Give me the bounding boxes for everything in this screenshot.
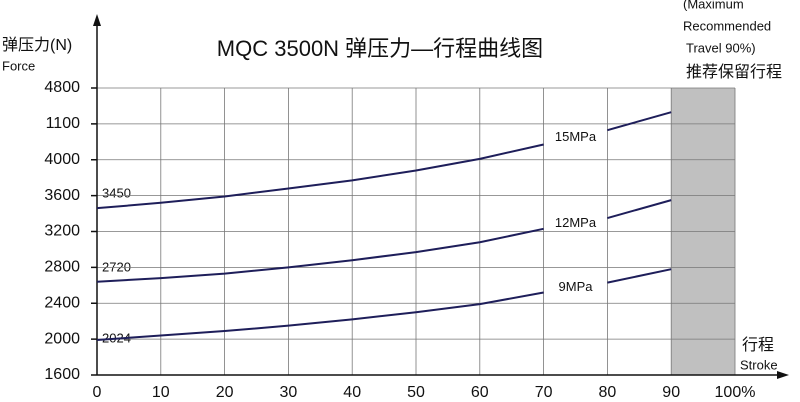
x-tick-label: 30 xyxy=(280,384,298,401)
y-tick-label: 1600 xyxy=(44,366,80,383)
shade-note: Travel 90%) xyxy=(686,40,756,55)
series-label: 15MPa xyxy=(555,129,597,144)
x-tick-label: 90 xyxy=(662,384,680,401)
chart-title: MQC 3500N 弹压力—行程曲线图 xyxy=(217,36,543,61)
x-tick-label: 0 xyxy=(93,384,102,401)
annotation: 2720 xyxy=(102,259,131,274)
y-axis-label-en: Force xyxy=(2,58,35,73)
y-axis-arrow xyxy=(93,14,101,26)
x-tick-label: 80 xyxy=(599,384,617,401)
x-tick-label: 20 xyxy=(216,384,234,401)
y-tick-label: 2400 xyxy=(44,294,80,311)
x-axis-label: 行程 xyxy=(742,336,774,354)
x-tick-label: 40 xyxy=(343,384,361,401)
series-line xyxy=(96,268,672,342)
shade-note: Recommended xyxy=(683,18,771,33)
series-label: 12MPa xyxy=(555,215,597,230)
series-line xyxy=(96,111,672,210)
shade-note: (Maximum xyxy=(683,0,744,11)
x-axis-label-en: Stroke xyxy=(740,357,778,372)
series-label: 9MPa xyxy=(559,279,594,294)
y-axis-label: 弹压力(N) xyxy=(2,36,72,54)
y-tick-label: 4000 xyxy=(44,151,80,168)
y-tick-label: 4800 xyxy=(44,79,80,96)
x-tick-label: 50 xyxy=(407,384,425,401)
y-tick-label: 2800 xyxy=(44,259,80,276)
shade-label: 推荐保留行程 xyxy=(686,63,782,81)
y-tick-label: 2000 xyxy=(44,330,80,347)
x-tick-label: 100% xyxy=(715,384,756,401)
x-tick-label: 70 xyxy=(535,384,553,401)
x-tick-label: 60 xyxy=(471,384,489,401)
x-tick-label: 10 xyxy=(152,384,170,401)
y-tick-label: 3600 xyxy=(44,187,80,204)
y-tick-label: 1100 xyxy=(46,115,81,132)
series-line xyxy=(96,199,672,283)
annotation: 3450 xyxy=(102,185,131,200)
x-axis-arrow xyxy=(777,371,789,379)
y-tick-label: 3200 xyxy=(44,223,80,240)
